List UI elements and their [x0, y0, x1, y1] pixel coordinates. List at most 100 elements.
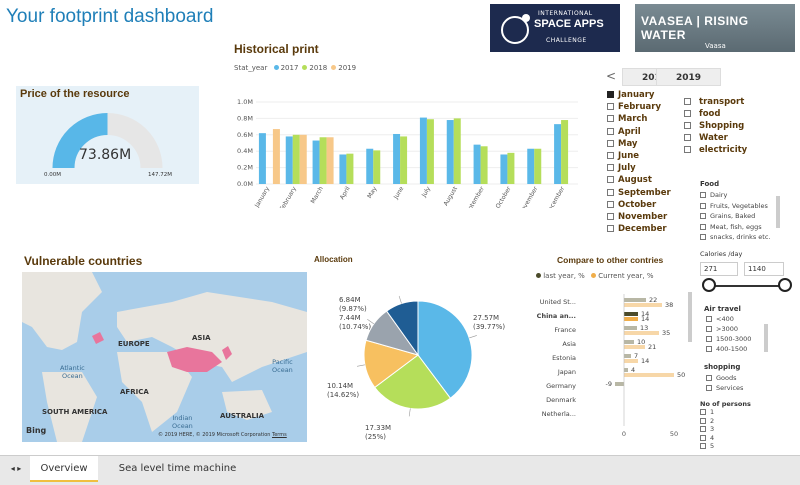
pie-slice[interactable] [385, 300, 419, 357]
hist-bar[interactable] [507, 152, 515, 184]
hist-bar[interactable] [453, 118, 461, 184]
hist-bar[interactable] [527, 148, 535, 184]
year-2019-button[interactable]: 2019 [656, 68, 721, 86]
category-checkbox[interactable] [684, 122, 691, 129]
category-item[interactable]: transport [684, 97, 744, 107]
month-item[interactable]: April [607, 127, 641, 137]
hist-bar[interactable] [299, 134, 307, 184]
month-checkbox[interactable] [607, 164, 614, 172]
persons-item[interactable]: 5 [700, 442, 714, 450]
persons-item[interactable]: 4 [700, 434, 714, 442]
hist-bar[interactable] [319, 137, 327, 184]
compare-bar[interactable] [624, 359, 638, 363]
hist-bar[interactable] [534, 148, 542, 184]
calories-max-input[interactable]: 1140 [744, 262, 784, 276]
map-terms-link[interactable]: Terms [272, 432, 287, 438]
month-checkbox[interactable] [607, 225, 614, 233]
food-item[interactable]: Grains, Baked [700, 212, 755, 220]
persons-item[interactable]: 1 [700, 408, 714, 416]
persons-checkbox[interactable] [700, 426, 706, 433]
month-item[interactable]: October [607, 200, 656, 210]
tab-nav-arrows[interactable]: ◂ ▸ [10, 464, 22, 473]
month-item[interactable]: June [607, 151, 639, 161]
compare-bar[interactable] [624, 345, 645, 349]
compare-bar-highlight[interactable] [624, 312, 638, 316]
month-item[interactable]: December [607, 224, 667, 234]
persons-checkbox[interactable] [700, 409, 706, 415]
back-arrow-icon[interactable]: < [606, 69, 617, 83]
compare-bar[interactable] [624, 326, 637, 330]
category-checkbox[interactable] [684, 110, 691, 117]
food-checkbox[interactable] [700, 192, 706, 198]
calories-min-input[interactable]: 271 [700, 262, 738, 276]
month-checkbox[interactable] [607, 176, 614, 184]
month-checkbox[interactable] [607, 139, 614, 147]
compare-bar[interactable] [624, 331, 659, 335]
category-checkbox[interactable] [684, 146, 691, 153]
hist-bar[interactable] [561, 120, 569, 184]
hist-bar[interactable] [312, 140, 320, 184]
map-view[interactable]: EUROPE ASIA AFRICA SOUTH AMERICA AUSTRAL… [22, 272, 307, 442]
hist-bar[interactable] [285, 136, 293, 184]
hist-bar[interactable] [258, 133, 266, 184]
hist-bar[interactable] [346, 153, 354, 184]
hist-bar[interactable] [339, 154, 347, 184]
month-checkbox[interactable] [607, 127, 614, 135]
hist-bar[interactable] [473, 144, 481, 184]
month-checkbox[interactable] [607, 188, 614, 196]
month-item[interactable]: August [607, 175, 652, 185]
food-item[interactable]: Fruits, Vegetables [700, 202, 768, 210]
month-item[interactable]: January [607, 90, 654, 100]
category-item[interactable]: Shopping [684, 121, 744, 131]
month-checkbox[interactable] [607, 200, 614, 208]
food-checkbox[interactable] [700, 202, 706, 209]
category-item[interactable]: Water [684, 133, 728, 143]
shopping-item[interactable]: Goods [706, 374, 737, 382]
air-item[interactable]: <400 [706, 315, 734, 323]
hist-bar[interactable] [426, 119, 434, 184]
calories-slider-max-handle[interactable] [778, 278, 792, 292]
air-checkbox[interactable] [706, 336, 712, 342]
food-checkbox[interactable] [700, 234, 706, 240]
hist-bar[interactable] [480, 146, 488, 184]
category-item[interactable]: electricity [684, 145, 747, 155]
hist-bar[interactable] [373, 150, 381, 184]
compare-bar[interactable] [624, 354, 631, 358]
month-item[interactable]: September [607, 188, 671, 198]
hist-bar[interactable] [292, 134, 300, 184]
compare-bar[interactable] [624, 340, 634, 344]
month-item[interactable]: February [607, 102, 661, 112]
food-scrollbar[interactable] [776, 196, 780, 228]
month-checkbox[interactable] [607, 91, 614, 98]
month-checkbox[interactable] [607, 103, 614, 111]
persons-checkbox[interactable] [700, 434, 706, 441]
shopping-item[interactable]: Services [706, 384, 743, 392]
air-scrollbar[interactable] [764, 324, 768, 352]
food-checkbox[interactable] [700, 223, 706, 230]
pie-slice[interactable] [417, 300, 473, 399]
air-checkbox[interactable] [706, 326, 712, 332]
shopping-checkbox[interactable] [706, 375, 712, 381]
persons-checkbox[interactable] [700, 417, 706, 424]
compare-scrollbar[interactable] [688, 292, 692, 342]
compare-bar[interactable] [615, 382, 624, 386]
tab-sea-level[interactable]: Sea level time machine [118, 463, 237, 474]
food-item[interactable]: Meat, fish, eggs [700, 223, 762, 231]
calories-slider-min-handle[interactable] [702, 278, 716, 292]
air-checkbox[interactable] [706, 346, 712, 352]
month-checkbox[interactable] [607, 115, 614, 123]
compare-bar[interactable] [624, 298, 646, 302]
category-checkbox[interactable] [684, 98, 691, 105]
compare-bar-highlight[interactable] [624, 317, 638, 321]
hist-bar[interactable] [400, 136, 408, 184]
compare-bar[interactable] [624, 373, 674, 377]
month-item[interactable]: July [607, 163, 636, 173]
compare-bar[interactable] [624, 303, 662, 307]
category-checkbox[interactable] [684, 134, 691, 141]
pie-slice[interactable] [363, 339, 420, 389]
hist-bar[interactable] [500, 154, 508, 184]
hist-bar[interactable] [272, 129, 280, 184]
hist-bar[interactable] [366, 148, 374, 184]
food-item[interactable]: snacks, drinks etc. [700, 233, 770, 241]
air-checkbox[interactable] [706, 316, 712, 322]
